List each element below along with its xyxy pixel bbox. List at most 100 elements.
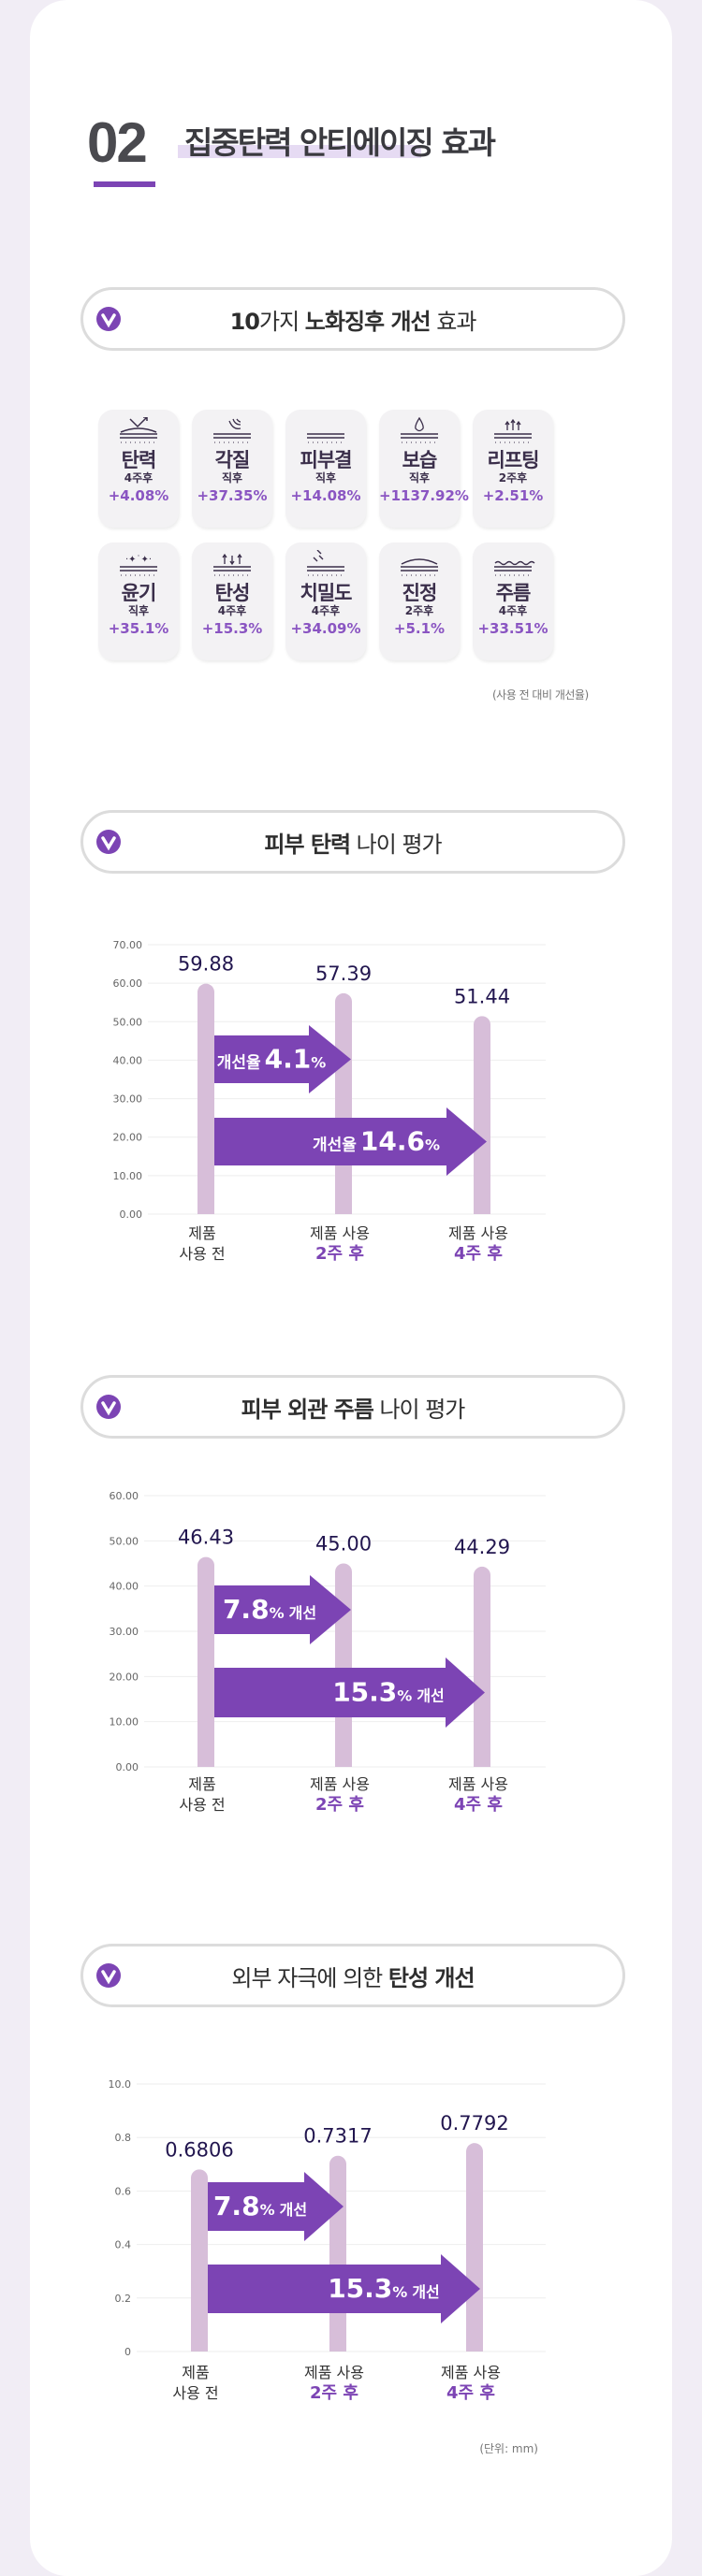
category-label-line1: 제품 사용 (441, 2364, 501, 2381)
bar (197, 983, 214, 1214)
improvement-arrow (214, 1025, 351, 1093)
unit-note: (단위: mm) (479, 2442, 538, 2455)
effect-percent: +15.3% (201, 620, 263, 637)
section-heading-text: 피부 탄력 나이 평가 (264, 826, 442, 859)
improvement-label: 15.3% 개선 (332, 1677, 445, 1708)
y-tick-label: 30.00 (113, 1093, 143, 1106)
y-tick-label: 30.00 (110, 1626, 139, 1638)
improvement-value: 14.6 (360, 1126, 425, 1157)
category-label-line2: 2주 후 (315, 1244, 364, 1264)
category-label-line2: 사용 전 (172, 2384, 218, 2402)
title-highlight (178, 145, 421, 158)
effect-name: 피부결 (300, 449, 353, 471)
y-tick-label: 50.00 (110, 1535, 139, 1547)
y-tick-label: 0.6 (115, 2185, 132, 2197)
y-tick-label: 10.00 (110, 1716, 139, 1729)
effect-tile: 탄력 4주후 +4.08% (98, 410, 179, 528)
improvement-label: 개선율 14.6% (313, 1126, 440, 1157)
y-tick-label: 70.00 (113, 939, 143, 951)
y-tick-label: 50.00 (113, 1016, 143, 1028)
bar (335, 1563, 352, 1767)
density-icon (307, 550, 344, 576)
title-underline (94, 181, 155, 187)
improvement-unit: % (397, 1687, 412, 1705)
improvement-arrow (208, 2254, 480, 2323)
bar-chart: 0.00 10.00 20.00 30.00 40.00 50.00 60.00 46.43 제… (110, 1490, 546, 1815)
improvement-unit: % (311, 1054, 326, 1072)
bar (335, 992, 352, 1214)
effect-percent: +34.09% (290, 620, 361, 637)
effect-percent: +4.08% (108, 487, 169, 504)
category-label-line2: 2주 후 (310, 2383, 358, 2403)
improvement-value: 4.1 (265, 1044, 312, 1075)
category-label-line2: 사용 전 (179, 1796, 225, 1814)
effect-tile: 주름 4주후 +33.51% (473, 543, 553, 660)
section-heading-text: 10가지 노화징후 개선 효과 (229, 303, 477, 336)
value-label: 0.7317 (303, 2125, 372, 2148)
effect-tile: 피부결 직후 +14.08% (285, 410, 366, 528)
wrinkle-wave-icon (494, 560, 535, 576)
improvement-value: 7.8 (223, 1594, 270, 1625)
y-tick-label: 20.00 (110, 1671, 139, 1683)
y-tick-label: 10.0 (109, 2078, 132, 2091)
soothing-dome-icon (401, 558, 438, 576)
category-label-line1: 제품 사용 (448, 1224, 508, 1242)
effect-period: 직후 (221, 471, 243, 485)
value-label: 44.29 (454, 1536, 510, 1558)
y-tick-label: 60.00 (110, 1490, 139, 1502)
lifting-arrows-icon (494, 418, 532, 443)
category-label-line2: 4주 후 (446, 2383, 495, 2403)
effect-percent: +35.1% (108, 620, 169, 637)
effect-tile: 탄성 4주후 +15.3% (192, 543, 272, 660)
skin-texture-icon (307, 433, 344, 443)
value-label: 51.44 (454, 985, 510, 1007)
effect-period: 4주후 (124, 471, 154, 485)
effect-name: 리프팅 (487, 449, 540, 471)
heading-segment: 노화징후 개선 (304, 308, 431, 335)
category-label-line2: 4주 후 (454, 1244, 503, 1264)
section-number: 02 (87, 111, 148, 174)
effect-name: 보습 (402, 449, 438, 471)
heading-segment: 피부 외관 주름 (241, 1396, 374, 1423)
heading-segment: 피부 탄력 (264, 831, 351, 858)
effect-tile: ·✦˙✦· 윤기 직후 +35.1% (98, 543, 179, 660)
effect-percent: +33.51% (477, 620, 548, 637)
improvement-prefix: 개선율 (217, 1054, 261, 1073)
improvement-unit: % (392, 2283, 407, 2301)
heading-segment: 10 (229, 308, 260, 335)
category-label-line1: 제품 사용 (448, 1775, 508, 1793)
bar (474, 1566, 490, 1767)
y-tick-label: 10.00 (113, 1170, 143, 1182)
bar (191, 2169, 208, 2352)
y-tick-label: 0.2 (115, 2293, 132, 2305)
category-label-line1: 제품 사용 (310, 1224, 370, 1242)
improvement-unit: % (425, 1136, 440, 1154)
check-circle-icon (96, 1963, 121, 1988)
improvement-suffix: 개선 (280, 2201, 307, 2219)
value-label: 45.00 (315, 1533, 372, 1556)
heading-segment: 외부 자극에 의한 (231, 1964, 388, 1991)
bar (197, 1556, 214, 1767)
improvement-suffix: 개선 (289, 1604, 316, 1622)
category-label-line2: 2주 후 (315, 1795, 364, 1815)
page-title: 집중탄력 안티에이징 효과 (184, 124, 496, 161)
effect-period: 2주후 (404, 604, 434, 617)
exfoliation-icon (213, 418, 251, 443)
category-label-line1: 제품 (182, 2364, 209, 2381)
y-tick-label: 0.8 (115, 2132, 132, 2144)
effect-period: 2주후 (498, 471, 528, 485)
improvement-value: 15.3 (328, 2273, 392, 2304)
effect-tile: 진정 2주후 +5.1% (379, 543, 460, 660)
heading-segment: 탄성 개선 (388, 1964, 475, 1991)
check-circle-icon (96, 1395, 121, 1419)
category-label-line1: 제품 (188, 1224, 215, 1242)
effects-note: (사용 전 대비 개선율) (492, 688, 589, 702)
heading-segment: 효과 (430, 308, 476, 335)
section-heading-pill: 10가지 노화징후 개선 효과 (80, 287, 625, 351)
resilience-arrows-icon (213, 553, 251, 576)
y-tick-label: 0.4 (115, 2239, 132, 2251)
effect-tile: 리프팅 2주후 +2.51% (473, 410, 553, 528)
effect-tile: 각질 직후 +37.35% (192, 410, 272, 528)
category-label-line2: 4주 후 (454, 1795, 503, 1815)
